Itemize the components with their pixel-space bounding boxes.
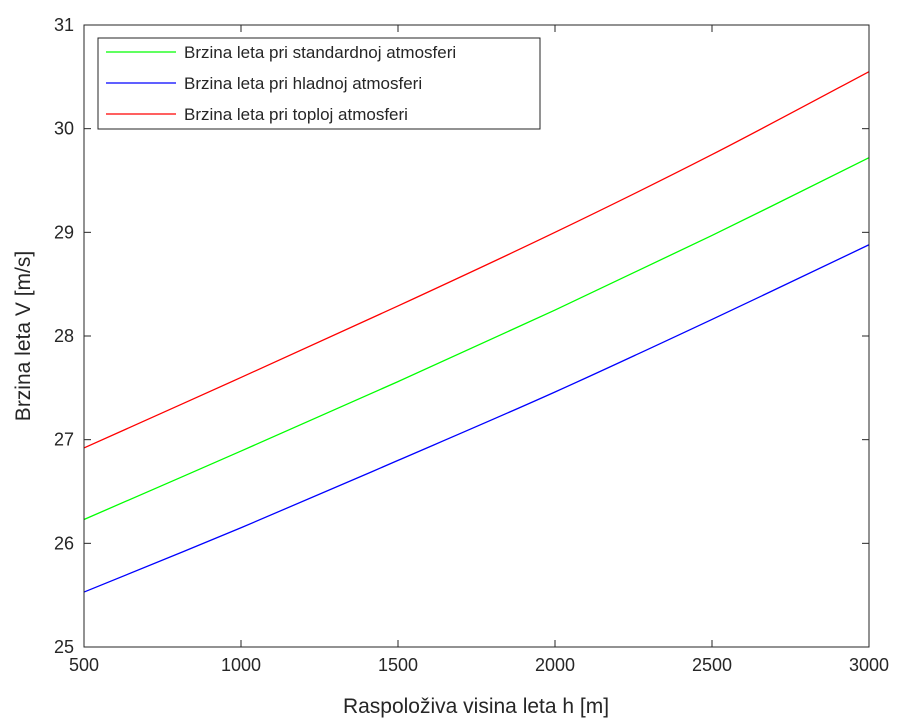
legend-label-0: Brzina leta pri standardnoj atmosferi xyxy=(184,43,456,62)
x-tick-label: 500 xyxy=(69,655,99,675)
x-tick-label: 1000 xyxy=(221,655,261,675)
x-axis-title: Raspoloživa visina leta h [m] xyxy=(343,695,609,718)
y-tick-label: 31 xyxy=(54,15,74,35)
y-tick-label: 27 xyxy=(54,430,74,450)
x-axis: 500 1000 1500 2000 2500 3000 xyxy=(69,25,889,675)
x-tick-label: 2500 xyxy=(692,655,732,675)
legend-label-2: Brzina leta pri toploj atmosferi xyxy=(184,105,408,124)
y-tick-label: 28 xyxy=(54,326,74,346)
series-line-2 xyxy=(83,71,870,449)
series-line-1 xyxy=(83,244,870,593)
y-tick-label: 26 xyxy=(54,533,74,553)
y-tick-label: 30 xyxy=(54,119,74,139)
x-tick-label: 3000 xyxy=(849,655,889,675)
legend-label-1: Brzina leta pri hladnoj atmosferi xyxy=(184,74,422,93)
series-layer xyxy=(83,71,870,593)
y-axis-title: Brzina leta V [m/s] xyxy=(12,251,35,421)
x-tick-label: 1500 xyxy=(378,655,418,675)
x-tick-label: 2000 xyxy=(535,655,575,675)
legend: Brzina leta pri standardnoj atmosferi Brz… xyxy=(97,37,541,130)
series-line-0 xyxy=(83,157,870,521)
y-axis: 25 26 27 28 29 30 31 xyxy=(54,15,869,657)
y-tick-label: 25 xyxy=(54,637,74,657)
y-tick-label: 29 xyxy=(54,222,74,242)
